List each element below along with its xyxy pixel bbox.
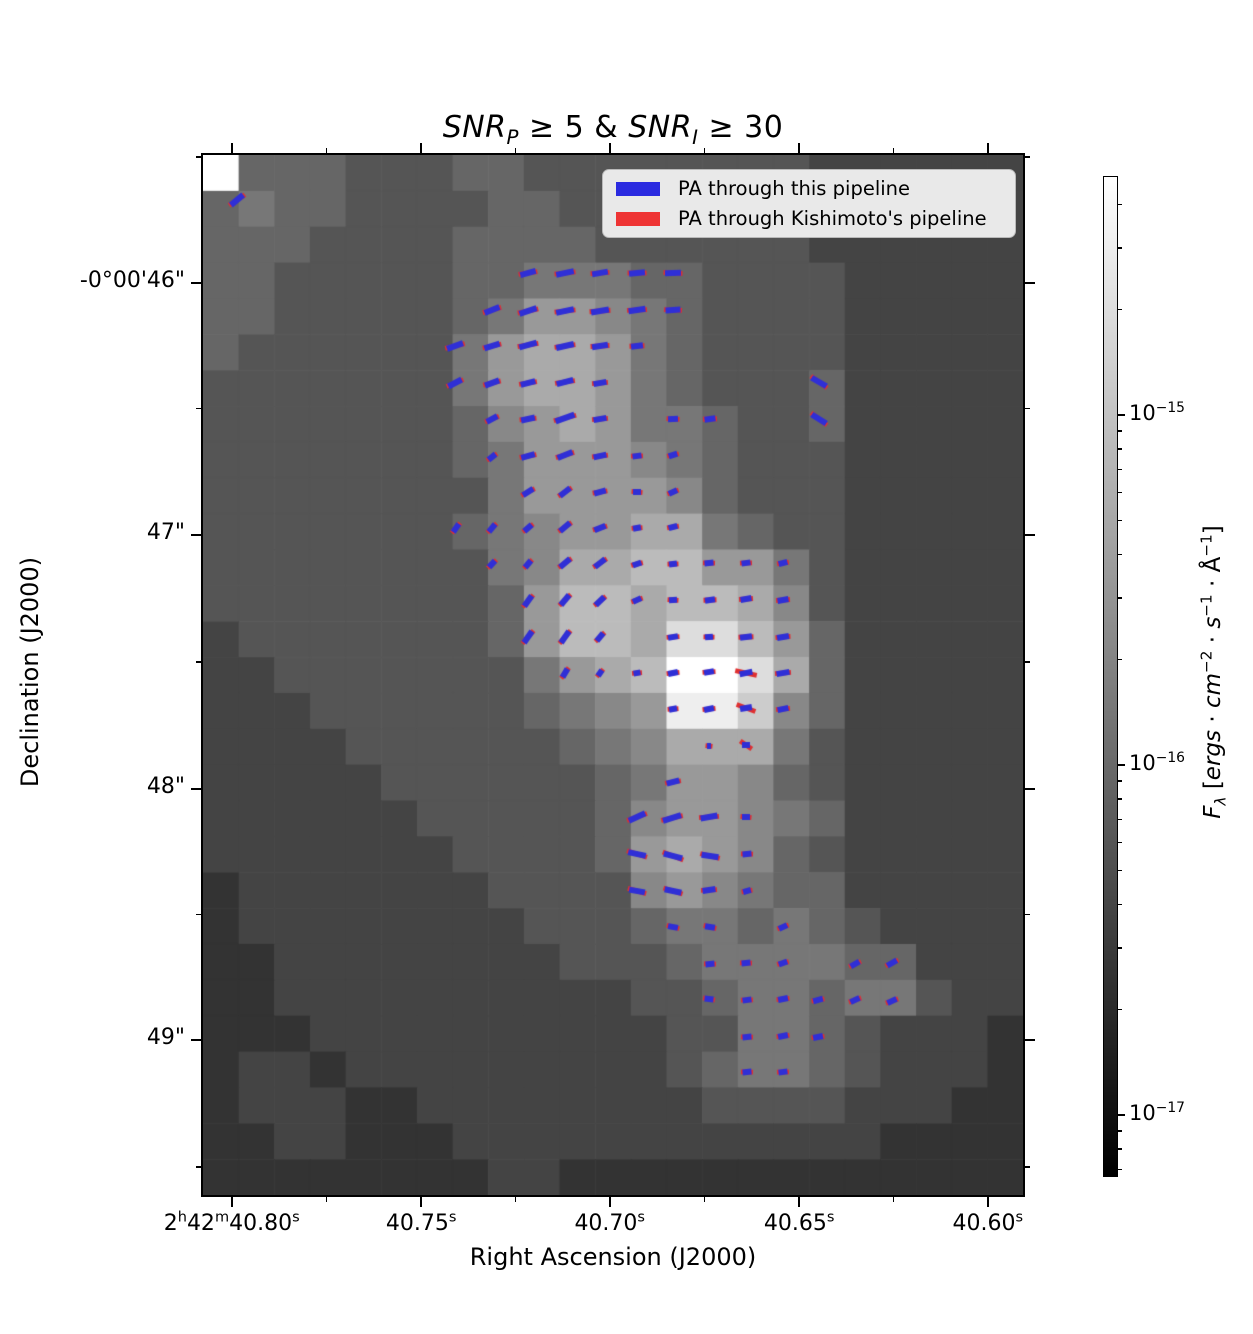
heatmap-canvas — [203, 155, 1023, 1195]
x-axis-label: Right Ascension (J2000) — [469, 1243, 757, 1271]
legend-swatch-blue — [616, 181, 660, 196]
text-part: 40.65 — [763, 1211, 827, 1236]
colorbar-label: Fλ [ergs · cm−2 · s−1 · Å−1] — [1197, 525, 1229, 819]
legend-item-kishimoto: PA through Kishimoto's pipeline — [616, 207, 1015, 230]
text-part: 40.70 — [574, 1211, 638, 1236]
y-tick-mark — [191, 1039, 201, 1042]
x-tick-mark — [798, 1197, 801, 1207]
legend-label: PA through this pipeline — [678, 177, 911, 200]
y-axis-label: Declination (J2000) — [16, 556, 44, 788]
text-part: 2 — [163, 1211, 178, 1236]
y-minor-tick-right — [1025, 1166, 1030, 1168]
x-tick-label: 40.75s — [311, 1209, 531, 1236]
text-part: Å — [1200, 556, 1226, 573]
text-part: s — [292, 1209, 300, 1226]
y-tick-label: 48" — [146, 774, 185, 800]
text-part: −17 — [1155, 1100, 1185, 1116]
text-part: · — [1200, 708, 1226, 730]
text-part: 40.60 — [952, 1211, 1016, 1236]
colorbar — [1103, 176, 1118, 1177]
colorbar-tick — [1117, 1114, 1125, 1116]
x-tick-label: 40.60s — [878, 1209, 1098, 1236]
chart-title: SNRP ≥ 5 & SNRI ≥ 30 — [203, 110, 1023, 147]
x-tick-mark — [986, 1197, 989, 1207]
x-tick-label: 40.70s — [500, 1209, 720, 1236]
y-minor-tick-right — [1025, 408, 1030, 410]
text-part: s — [637, 1209, 645, 1226]
colorbar-tick-label: 10−16 — [1129, 751, 1185, 775]
text-part: [ — [1200, 780, 1226, 797]
text-part: s — [448, 1209, 457, 1226]
colorbar-tick-label: 10−15 — [1129, 401, 1185, 425]
text-part: m — [214, 1209, 230, 1226]
x-minor-tick — [325, 1197, 328, 1202]
text-part: 42 — [186, 1211, 215, 1236]
x-tick-mark — [230, 1197, 233, 1207]
text-part: · — [1200, 572, 1226, 595]
text-part: s — [826, 1209, 835, 1226]
colorbar-tick — [1117, 764, 1125, 766]
legend: PA through this pipeline PA through Kish… — [602, 169, 1016, 238]
text-part: 10 — [1129, 401, 1156, 425]
x-tick-mark — [608, 1197, 611, 1207]
y-tick-mark-right — [1025, 533, 1035, 536]
x-tick-mark — [420, 1197, 423, 1207]
text-part: ] — [1200, 525, 1226, 535]
x-tick-label: 40.65s — [689, 1209, 909, 1236]
text-part: I — [692, 126, 699, 149]
text-part: SNR — [442, 110, 507, 145]
text-part: −15 — [1155, 400, 1185, 416]
text-part: ≥ 30 — [698, 110, 784, 145]
y-minor-tick-right — [1025, 661, 1030, 663]
text-part: F — [1200, 805, 1226, 819]
text-part: SNR — [628, 110, 693, 145]
text-part: −2 — [1197, 650, 1216, 673]
y-tick-mark — [191, 533, 201, 536]
text-part: · — [1200, 628, 1226, 651]
x-minor-tick — [514, 1197, 517, 1202]
y-tick-label: 49" — [146, 1025, 185, 1051]
legend-swatch-red — [616, 211, 660, 226]
legend-label: PA through Kishimoto's pipeline — [678, 207, 987, 230]
text-part: s — [1200, 616, 1226, 629]
colorbar-tick-label: 10−17 — [1129, 1101, 1185, 1125]
y-tick-mark — [191, 788, 201, 791]
y-tick-label: -0°00'46" — [79, 267, 185, 293]
text-part: ergs — [1200, 729, 1226, 781]
text-part: λ — [1211, 796, 1230, 806]
colorbar-tick — [1117, 414, 1125, 416]
text-part: −1 — [1197, 594, 1216, 617]
text-part: 40.75 — [385, 1211, 449, 1236]
x-minor-tick — [892, 1197, 895, 1202]
y-tick-mark-right — [1025, 1039, 1035, 1042]
text-part: −1 — [1197, 534, 1216, 557]
x-tick-label: 2h42m40.80s — [122, 1209, 342, 1236]
text-part: 10 — [1129, 1101, 1156, 1125]
text-part: s — [1015, 1209, 1024, 1226]
legend-item-pipeline: PA through this pipeline — [616, 177, 1015, 200]
text-part: 40.80 — [229, 1211, 293, 1236]
text-part: cm — [1200, 672, 1226, 709]
y-tick-mark-right — [1025, 788, 1035, 791]
text-part: 10 — [1129, 751, 1156, 775]
y-minor-tick-right — [1025, 156, 1030, 158]
y-tick-mark-right — [1025, 281, 1035, 284]
text-part: −16 — [1155, 750, 1185, 766]
x-minor-tick — [703, 1197, 706, 1202]
y-tick-label: 47" — [146, 519, 185, 545]
plot-area: PA through this pipeline PA through Kish… — [201, 153, 1025, 1197]
text-part: ≥ 5 & — [518, 110, 629, 145]
y-tick-mark — [191, 281, 201, 284]
text-part: h — [177, 1209, 187, 1226]
text-part: P — [506, 126, 519, 149]
y-minor-tick-right — [1025, 914, 1030, 916]
